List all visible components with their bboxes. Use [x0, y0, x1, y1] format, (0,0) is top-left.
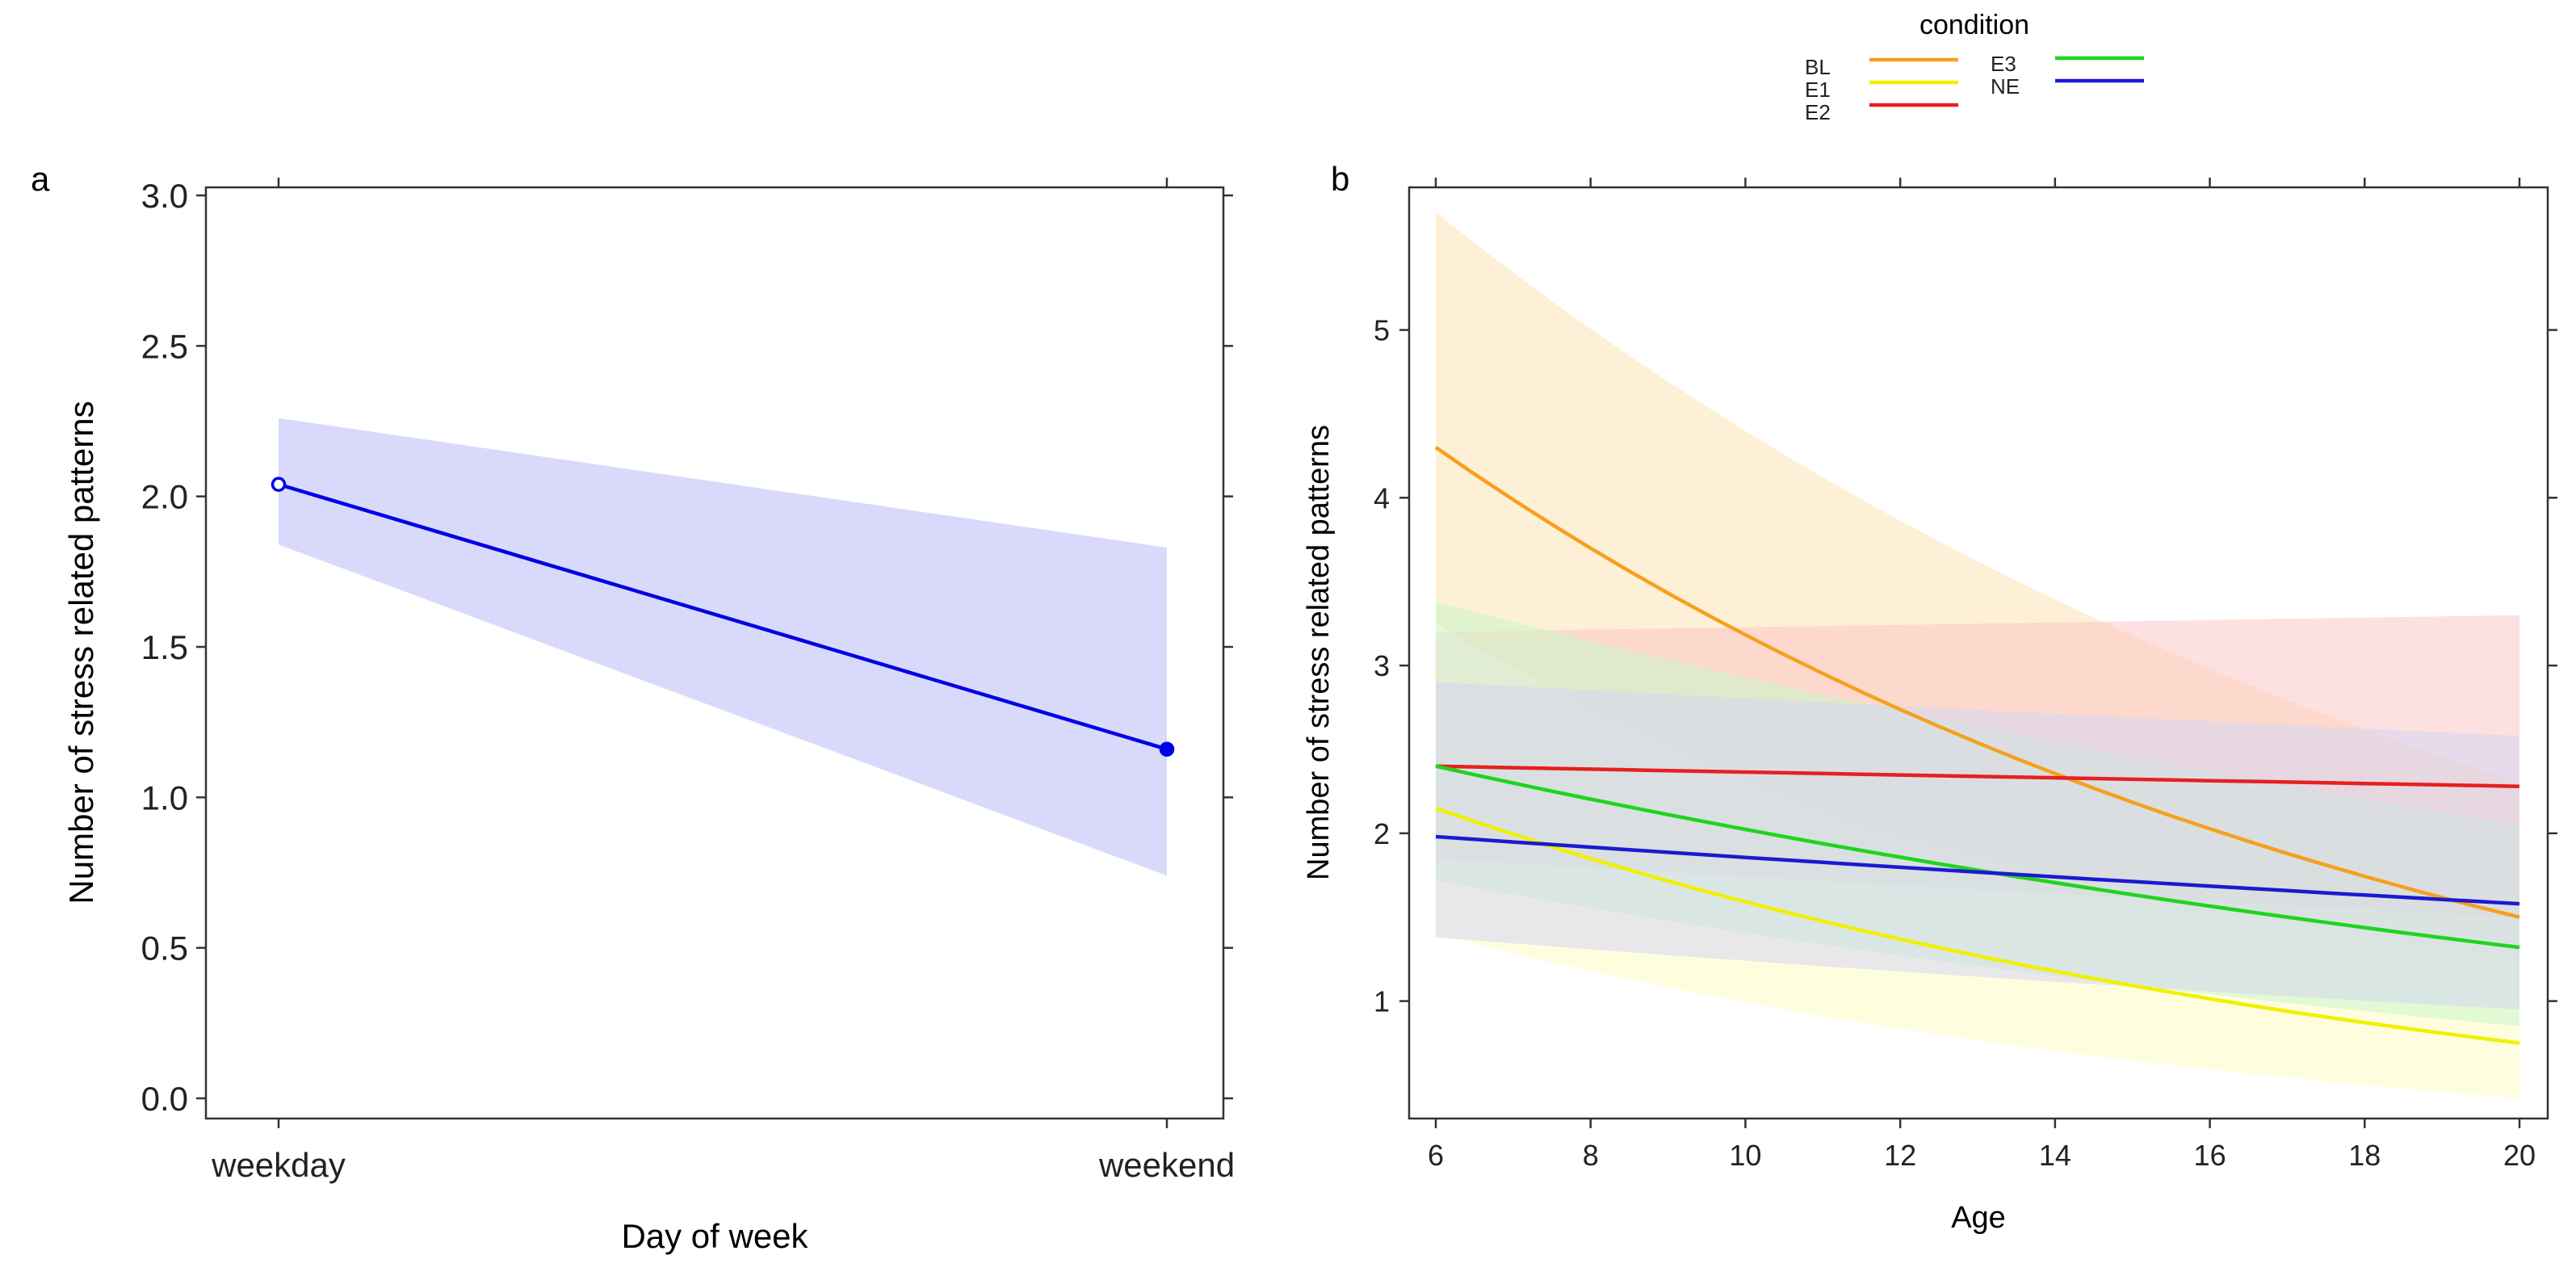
x-tick-label: 20	[2503, 1139, 2536, 1172]
legend-label-E3: E3	[1991, 52, 2016, 76]
x-tick-label: 6	[1428, 1139, 1444, 1172]
data-point-weekday	[271, 476, 287, 493]
x-tick-label: weekend	[1098, 1146, 1235, 1184]
fit-line-NE	[1435, 834, 2520, 906]
y-tick-label: 2.0	[141, 478, 188, 516]
panel-b-bands	[1436, 212, 2519, 1099]
panel-b-frame	[1408, 186, 2549, 1120]
panel-a-frame	[204, 186, 1225, 1120]
y-tick-label: 0.0	[141, 1080, 188, 1118]
x-tick-label: 14	[2039, 1139, 2071, 1172]
x-tick-label: 16	[2194, 1139, 2226, 1172]
panel-a-bands	[279, 418, 1167, 876]
panel-a-lines	[271, 476, 1175, 757]
x-tick-label: 18	[2348, 1139, 2381, 1172]
legend-label-NE: NE	[1991, 74, 2020, 99]
fit-line-E1	[1435, 806, 2520, 1045]
y-tick-label: 4	[1374, 481, 1390, 514]
x-tick-label: 8	[1583, 1139, 1599, 1172]
fit-line-BL	[1434, 446, 2520, 919]
y-tick-label: 2	[1374, 817, 1390, 850]
y-tick-label: 0.5	[141, 930, 188, 967]
y-tick-label: 2.5	[141, 327, 188, 365]
y-tick-label: 1	[1374, 985, 1390, 1018]
panel-b-label: b	[1331, 160, 1349, 198]
x-tick-label: weekday	[211, 1146, 346, 1184]
y-tick-label: 3	[1374, 649, 1390, 682]
fit-line-E2	[1435, 764, 2520, 788]
panel-a-label: a	[31, 160, 50, 198]
legend-label-E2: E2	[1805, 100, 1831, 124]
panel-a-xlabel: Day of week	[621, 1217, 808, 1255]
fit-line-fit	[278, 482, 1168, 751]
y-tick-label: 5	[1374, 314, 1390, 347]
y-tick-label: 1.5	[141, 628, 188, 666]
panel-b-lines	[1434, 446, 2520, 1045]
panel-a-ticks: 0.0 0.5 1.0 1.5 2.0 2.5 3.0 weekday weekend	[141, 177, 1235, 1184]
ci-band-fit	[279, 418, 1167, 876]
ci-band-NE	[1436, 682, 2519, 1009]
panel-a: a 0.0 0.5 1.0 1.5 2.0 2.5 3.0 weekday weekend Da…	[31, 160, 1235, 1255]
panel-b-xlabel: Age	[1951, 1201, 2006, 1235]
x-tick-label: 12	[1884, 1139, 1916, 1172]
x-tick-label: 10	[1729, 1139, 1761, 1172]
y-tick-label: 1.0	[141, 779, 188, 816]
legend-label-BL: BL	[1805, 55, 1831, 79]
panel-a-ylabel: Number of stress related patterns	[62, 401, 100, 904]
fit-line-E3	[1435, 764, 2520, 950]
legend-label-E1: E1	[1805, 78, 1831, 102]
y-tick-label: 3.0	[141, 177, 188, 215]
data-point-weekend	[1159, 741, 1175, 757]
legend-title: condition	[1919, 10, 2029, 40]
panel-b-ylabel: Number of stress related patterns	[1302, 425, 1336, 880]
